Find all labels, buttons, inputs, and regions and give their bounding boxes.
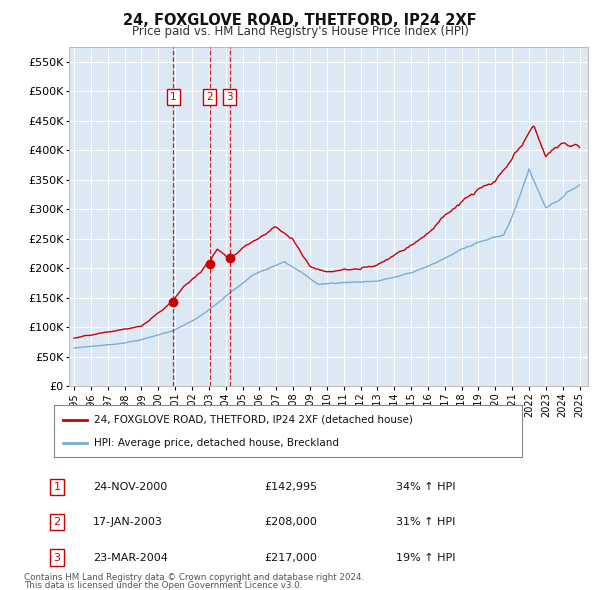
Text: 3: 3: [53, 553, 61, 562]
Text: 24-NOV-2000: 24-NOV-2000: [93, 482, 167, 491]
Text: 23-MAR-2004: 23-MAR-2004: [93, 553, 168, 562]
Text: 19% ↑ HPI: 19% ↑ HPI: [396, 553, 455, 562]
Text: This data is licensed under the Open Government Licence v3.0.: This data is licensed under the Open Gov…: [24, 581, 302, 590]
Text: HPI: Average price, detached house, Breckland: HPI: Average price, detached house, Brec…: [94, 438, 339, 448]
Text: 24, FOXGLOVE ROAD, THETFORD, IP24 2XF (detached house): 24, FOXGLOVE ROAD, THETFORD, IP24 2XF (d…: [94, 415, 413, 425]
Text: 1: 1: [170, 93, 177, 102]
Text: 2: 2: [206, 93, 213, 102]
Text: 34% ↑ HPI: 34% ↑ HPI: [396, 482, 455, 491]
Text: £208,000: £208,000: [264, 517, 317, 527]
Text: £217,000: £217,000: [264, 553, 317, 562]
Text: £142,995: £142,995: [264, 482, 317, 491]
Text: Contains HM Land Registry data © Crown copyright and database right 2024.: Contains HM Land Registry data © Crown c…: [24, 572, 364, 582]
Text: 1: 1: [53, 482, 61, 491]
Text: 24, FOXGLOVE ROAD, THETFORD, IP24 2XF: 24, FOXGLOVE ROAD, THETFORD, IP24 2XF: [123, 13, 477, 28]
Text: 17-JAN-2003: 17-JAN-2003: [93, 517, 163, 527]
Text: 2: 2: [53, 517, 61, 527]
Text: Price paid vs. HM Land Registry's House Price Index (HPI): Price paid vs. HM Land Registry's House …: [131, 25, 469, 38]
Text: 31% ↑ HPI: 31% ↑ HPI: [396, 517, 455, 527]
Text: 3: 3: [226, 93, 233, 102]
